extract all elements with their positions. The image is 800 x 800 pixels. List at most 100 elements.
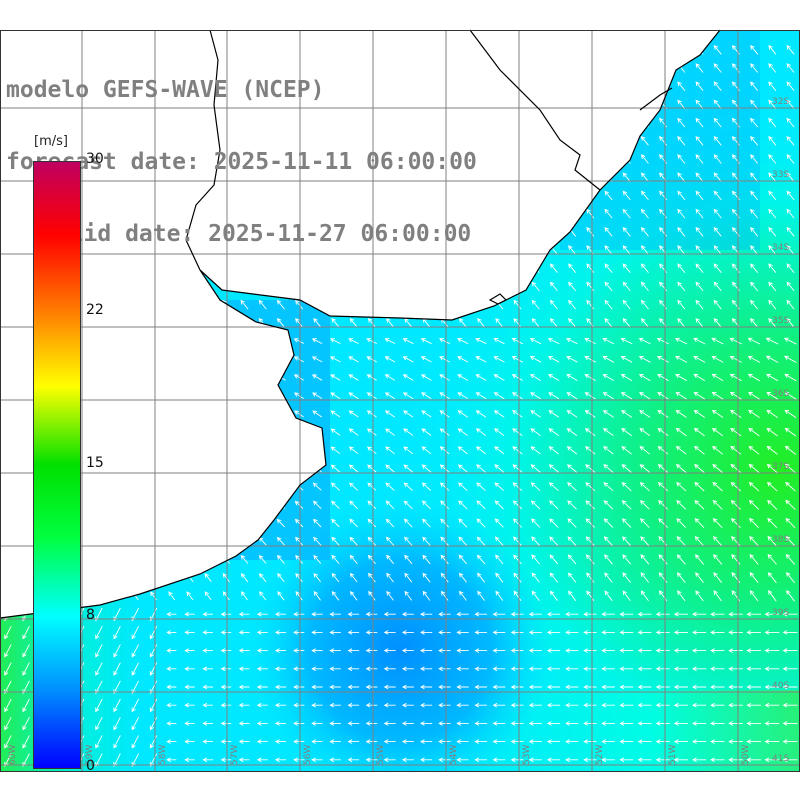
wind-arrow [768,208,777,219]
wind-arrow [257,410,268,418]
wind-arrow [329,702,341,708]
wind-arrow [204,518,213,528]
wind-arrow [531,554,540,565]
wind-arrow [456,666,469,672]
wind-arrow [184,611,195,617]
wind-arrow [4,591,12,600]
wind-arrow [166,757,177,763]
wind-arrow [4,555,12,564]
wind-arrow [730,427,742,437]
wind-arrow [329,666,341,672]
wind-arrow [746,611,761,617]
wind-arrow [619,721,634,726]
wind-arrow [294,428,304,436]
wind-arrow [274,757,287,763]
wind-arrow [530,446,541,455]
wind-arrow [513,572,522,583]
wind-arrow [586,44,595,55]
wind-arrow [220,702,232,708]
wind-arrow [619,702,634,708]
wind-arrow [585,482,596,492]
wind-arrow [659,208,668,219]
wind-arrow [729,337,742,345]
wind-arrow [22,501,30,509]
wind-arrow [695,572,704,583]
wind-arrow [476,482,486,491]
wind-arrow [257,338,268,344]
wind-arrow [185,464,195,473]
wind-arrow [329,757,341,763]
wind-arrow [750,226,759,237]
wind-arrow [311,356,323,363]
wind-arrow [695,299,704,310]
wind-arrow [166,392,177,399]
wind-arrow [568,81,577,91]
wind-arrow [131,537,140,546]
wind-arrow [712,499,723,510]
wind-arrow [655,611,670,617]
wind-arrow [347,684,360,690]
wind-arrow [622,281,631,292]
wind-arrow [330,392,341,400]
wind-arrow [567,482,577,492]
wind-arrow [568,263,577,273]
wind-arrow [330,428,341,436]
wind-arrow [549,226,558,237]
wind-arrow [786,63,795,73]
lat-label-41s: 41S [772,754,789,764]
wind-arrow [786,245,795,255]
wind-arrow [528,721,542,726]
wind-arrow [677,281,686,292]
wind-arrow [568,190,577,201]
wind-arrow [786,226,795,237]
wind-arrow [277,591,285,601]
wind-arrow [348,356,359,363]
wind-arrow [746,684,761,690]
wind-arrow [168,573,176,582]
wind-arrow [3,281,12,292]
wind-arrow [311,721,323,726]
wind-arrow [222,317,231,328]
wind-arrow [730,499,741,510]
wind-arrow [528,739,542,744]
wind-arrow [622,135,631,146]
wind-arrow [113,519,121,527]
wind-arrow [439,392,450,400]
wind-arrow [492,721,506,726]
wind-arrow [385,500,395,510]
wind-arrow [293,356,305,363]
wind-arrow [95,698,103,713]
colorbar-tick-30: 30 [86,151,104,167]
wind-arrow [456,702,469,708]
wind-arrow [366,446,377,455]
wind-arrow [730,518,741,529]
wind-arrow [513,245,522,255]
wind-arrow [693,445,705,455]
wind-arrow [185,410,195,418]
wind-arrow [476,500,486,510]
wind-arrow [622,81,631,91]
wind-arrow [477,245,486,255]
wind-arrow [786,172,795,182]
wind-arrow [22,299,31,310]
wind-arrow [477,117,486,128]
wind-arrow [438,721,451,726]
wind-arrow [601,666,615,672]
wind-arrow [386,572,394,583]
wind-arrow [546,611,561,617]
wind-arrow [131,555,139,564]
wind-arrow [457,392,469,400]
wind-arrow [331,518,340,528]
lat-label-35s: 35S [772,316,789,326]
wind-arrow [476,464,486,473]
wind-arrow [531,281,540,292]
wind-arrow [149,716,158,731]
wind-arrow [367,518,377,528]
wind-arrow [113,735,121,749]
wind-arrow [547,337,560,345]
wind-arrow [655,684,670,690]
wind-arrow [166,374,177,381]
colorbar-tick-8: 8 [86,607,95,623]
wind-arrow [677,99,686,110]
wind-arrow [220,739,232,744]
